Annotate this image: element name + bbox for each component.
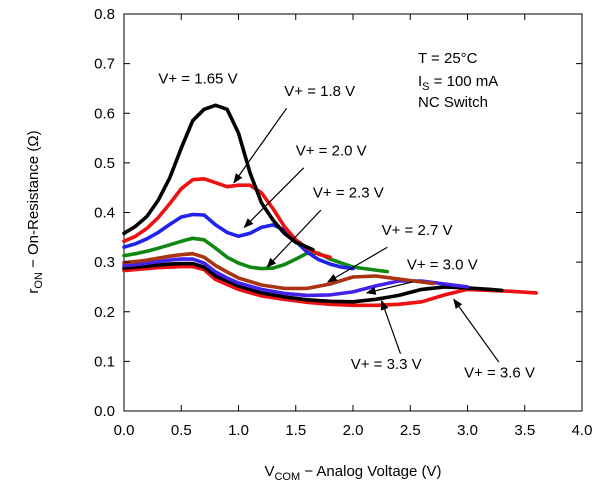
x-tick-label: 0.5 bbox=[171, 422, 192, 439]
condition-current-rest: = 100 mA bbox=[430, 73, 499, 90]
annotation-arrow-3-6v bbox=[453, 298, 503, 367]
annotation-bg-2-7v bbox=[378, 219, 469, 240]
annotation-label-3-0v: V+ = 3.0 V bbox=[407, 257, 478, 274]
y-tick-label: 0.4 bbox=[94, 205, 115, 222]
y-tick-label: 0.6 bbox=[94, 105, 115, 122]
condition-temperature: T = 25°C bbox=[418, 50, 478, 67]
annotation-layer: V+ = 1.65 V V+ = 1.8 V V+ = 2.0 V V+ = 2.3 … bbox=[155, 68, 552, 383]
y-tick-label: 0.0 bbox=[94, 403, 115, 420]
x-tick-label: 2.5 bbox=[400, 422, 421, 439]
annotation-label-2-7v: V+ = 2.7 V bbox=[382, 222, 453, 239]
annotation-arrow-2-0v bbox=[243, 167, 305, 229]
annotation-bg-3-6v bbox=[461, 362, 552, 383]
y-axis-title-main: r bbox=[25, 289, 42, 294]
condition-current-sub: S bbox=[422, 81, 429, 93]
annotation-label-1-65v: V+ = 1.65 V bbox=[158, 70, 237, 87]
y-tick-label: 0.1 bbox=[94, 353, 115, 370]
annotation-label-3-6v: V+ = 3.6 V bbox=[464, 364, 535, 381]
x-tick-label: 1.0 bbox=[228, 422, 249, 439]
y-tick-label: 0.7 bbox=[94, 56, 115, 73]
conditions-box: T = 25°C IS = 100 mA NC Switch bbox=[412, 44, 510, 112]
series-line-3-6v bbox=[122, 264, 539, 308]
y-axis-title-sub: ON bbox=[33, 272, 45, 289]
x-tick-label: 2.0 bbox=[343, 422, 364, 439]
y-axis-title: rON − On-Resistance (Ω) bbox=[25, 130, 45, 293]
tick-layer: 0.0 0.5 1.0 1.5 2.0 2.5 3.0 3.5 4.0 0.0 0.1 0.2 0.3 0… bbox=[94, 6, 592, 439]
y-axis-title-rest: − On-Resistance (Ω) bbox=[25, 130, 42, 272]
annotation-label-1-8v: V+ = 1.8 V bbox=[284, 83, 355, 100]
series-line-1-65v bbox=[122, 103, 315, 252]
annotation-label-3-3v: V+ = 3.3 V bbox=[351, 356, 422, 373]
annotation-label-2-0v: V+ = 2.0 V bbox=[296, 142, 367, 159]
x-axis-title-sub: COM bbox=[274, 471, 300, 483]
annotation-arrow-2-3v bbox=[266, 209, 322, 268]
series-layer bbox=[122, 103, 539, 308]
condition-switch: NC Switch bbox=[418, 94, 488, 111]
annotation-bg-2-0v bbox=[292, 140, 383, 161]
x-axis-title-main: V bbox=[264, 463, 274, 480]
annotation-bg-1-65v bbox=[155, 68, 254, 89]
x-tick-label: 3.5 bbox=[514, 422, 535, 439]
annotation-arrow-1-8v bbox=[233, 107, 288, 184]
annotation-label-2-3v: V+ = 2.3 V bbox=[313, 185, 384, 202]
x-tick-label: 4.0 bbox=[572, 422, 593, 439]
y-tick-label: 0.3 bbox=[94, 254, 115, 271]
x-tick-label: 0.0 bbox=[114, 422, 135, 439]
condition-current-main: I bbox=[418, 73, 422, 90]
y-tick-label: 0.8 bbox=[94, 6, 115, 23]
annotation-arrow-3-3v bbox=[380, 299, 402, 356]
annotation-bg-1-8v bbox=[281, 80, 372, 101]
x-tick-label: 1.5 bbox=[285, 422, 306, 439]
series-line-1-8v bbox=[122, 177, 332, 260]
series-line-3-3v bbox=[122, 261, 504, 304]
annotation-bg-3-0v bbox=[403, 254, 494, 275]
x-axis-title-rest: − Analog Voltage (V) bbox=[300, 463, 441, 480]
series-line-2-7v bbox=[122, 251, 436, 291]
annotation-arrow-3-0v bbox=[365, 281, 413, 295]
condition-current: IS = 100 mA bbox=[418, 73, 498, 93]
x-axis-title: VCOM − Analog Voltage (V) bbox=[264, 463, 441, 483]
x-tick-label: 3.0 bbox=[457, 422, 478, 439]
series-line-3-0v bbox=[122, 257, 470, 298]
series-line-2-0v bbox=[122, 212, 355, 271]
annotation-bg-2-3v bbox=[309, 182, 400, 203]
y-tick-label: 0.5 bbox=[94, 155, 115, 172]
annotation-bg-3-3v bbox=[347, 353, 438, 374]
annotation-arrow-2-7v bbox=[326, 246, 388, 283]
y-tick-label: 0.2 bbox=[94, 304, 115, 321]
